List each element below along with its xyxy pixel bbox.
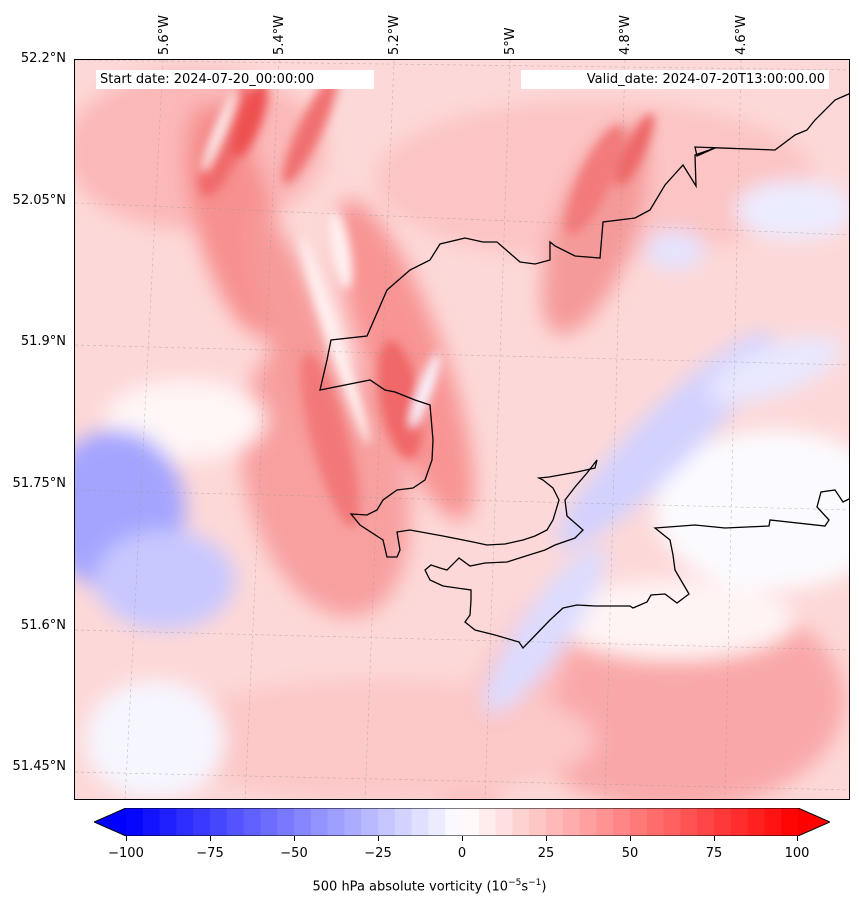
cb-tickmark-2 xyxy=(294,836,295,841)
colorbar-cells xyxy=(126,808,799,836)
lat-label-52-05: 52.05°N xyxy=(12,193,66,208)
colorbar-cell xyxy=(378,808,396,836)
lat-label-51-45: 51.45°N xyxy=(12,759,66,774)
vorticity-map: Start date: 2024-07-20_00:00:00 Valid_da… xyxy=(74,59,850,800)
cb-tick-label-4: 0 xyxy=(457,846,467,861)
lat-label-51-6: 51.6°N xyxy=(20,618,66,633)
cb-tickmark-0 xyxy=(126,836,127,841)
graticule xyxy=(75,60,849,799)
colorbar-cell xyxy=(529,808,547,836)
colorbar-cell xyxy=(764,808,782,836)
colorbar-cell xyxy=(327,808,345,836)
cb-tick-label-2: −50 xyxy=(280,846,308,861)
colorbar-cell xyxy=(462,808,480,836)
colorbar-cell xyxy=(428,808,446,836)
colorbar-cell xyxy=(495,808,513,836)
lon-label-4-8: 4.8°W xyxy=(618,14,633,55)
colorbar-cell xyxy=(344,808,362,836)
colorbar-cell xyxy=(226,808,245,836)
cb-tick-label-5: 25 xyxy=(537,846,555,861)
start-date-label: Start date: 2024-07-20_00:00:00 xyxy=(96,70,374,89)
colorbar-cell xyxy=(697,808,715,836)
colorbar-cell xyxy=(126,808,144,836)
lat-label-51-75: 51.75°N xyxy=(12,476,66,491)
cb-tick-label-7: 75 xyxy=(705,846,723,861)
lon-label-5-6: 5.6°W xyxy=(157,14,172,55)
lon-label-5-4: 5.4°W xyxy=(272,14,287,55)
lat-label-52-2: 52.2°N xyxy=(20,51,66,66)
colorbar-cell xyxy=(411,808,429,836)
lon-label-5-2: 5.2°W xyxy=(387,14,402,55)
colorbar-cell xyxy=(142,808,161,836)
colorbar-cell xyxy=(176,808,194,836)
cb-tickmark-1 xyxy=(210,836,211,841)
cb-tick-label-8: 100 xyxy=(784,846,810,861)
cb-tickmark-8 xyxy=(797,836,798,841)
vorticity-blobs xyxy=(75,70,849,799)
colorbar-cell xyxy=(546,808,564,836)
colorbar-cell xyxy=(394,808,413,836)
colorbar-cell xyxy=(562,808,581,836)
colorbar-cell xyxy=(445,808,463,836)
colorbar-cell xyxy=(646,808,665,836)
vorticity-field xyxy=(75,60,849,799)
colorbar-cell xyxy=(512,808,530,836)
cb-tick-label-3: −25 xyxy=(364,846,392,861)
colorbar-cell xyxy=(159,808,177,836)
lat-label-51-9: 51.9°N xyxy=(20,334,66,349)
colorbar-cell xyxy=(596,808,614,836)
colorbar-cell xyxy=(630,808,648,836)
colorbar-cell xyxy=(579,808,597,836)
cb-tick-label-1: −75 xyxy=(196,846,224,861)
cb-tick-label-0: −100 xyxy=(108,846,144,861)
colorbar-cell xyxy=(193,808,211,836)
colorbar-cell xyxy=(747,808,765,836)
colorbar-cell xyxy=(714,808,732,836)
colorbar-cell xyxy=(294,808,312,836)
valid-date-label: Valid_date: 2024-07-20T13:00:00.00 xyxy=(521,70,829,89)
colorbar-label: 500 hPa absolute vorticity (10−5s−1) xyxy=(312,878,547,895)
cb-tickmark-3 xyxy=(378,836,379,841)
colorbar-cell xyxy=(478,808,497,836)
colorbar-cell xyxy=(260,808,278,836)
colorbar-cell xyxy=(243,808,261,836)
coastline xyxy=(319,93,849,650)
cb-tick-label-6: 50 xyxy=(621,846,639,861)
colorbar-cell xyxy=(361,808,379,836)
cb-tickmark-6 xyxy=(630,836,631,841)
colorbar-high-extend xyxy=(798,808,830,836)
lon-label-5-0: 5°W xyxy=(503,27,518,55)
colorbar-low-extend xyxy=(94,808,126,836)
cb-tickmark-5 xyxy=(546,836,547,841)
colorbar xyxy=(94,808,830,836)
colorbar-cell xyxy=(210,808,228,836)
cb-tickmark-4 xyxy=(462,836,463,841)
cb-tickmark-7 xyxy=(714,836,715,841)
colorbar-cell xyxy=(310,808,329,836)
colorbar-cell xyxy=(663,808,681,836)
colorbar-cell xyxy=(680,808,698,836)
colorbar-cell xyxy=(277,808,295,836)
lon-label-4-6: 4.6°W xyxy=(734,14,749,55)
colorbar-cell xyxy=(730,808,749,836)
colorbar-cell xyxy=(613,808,631,836)
colorbar-cell xyxy=(781,808,799,836)
